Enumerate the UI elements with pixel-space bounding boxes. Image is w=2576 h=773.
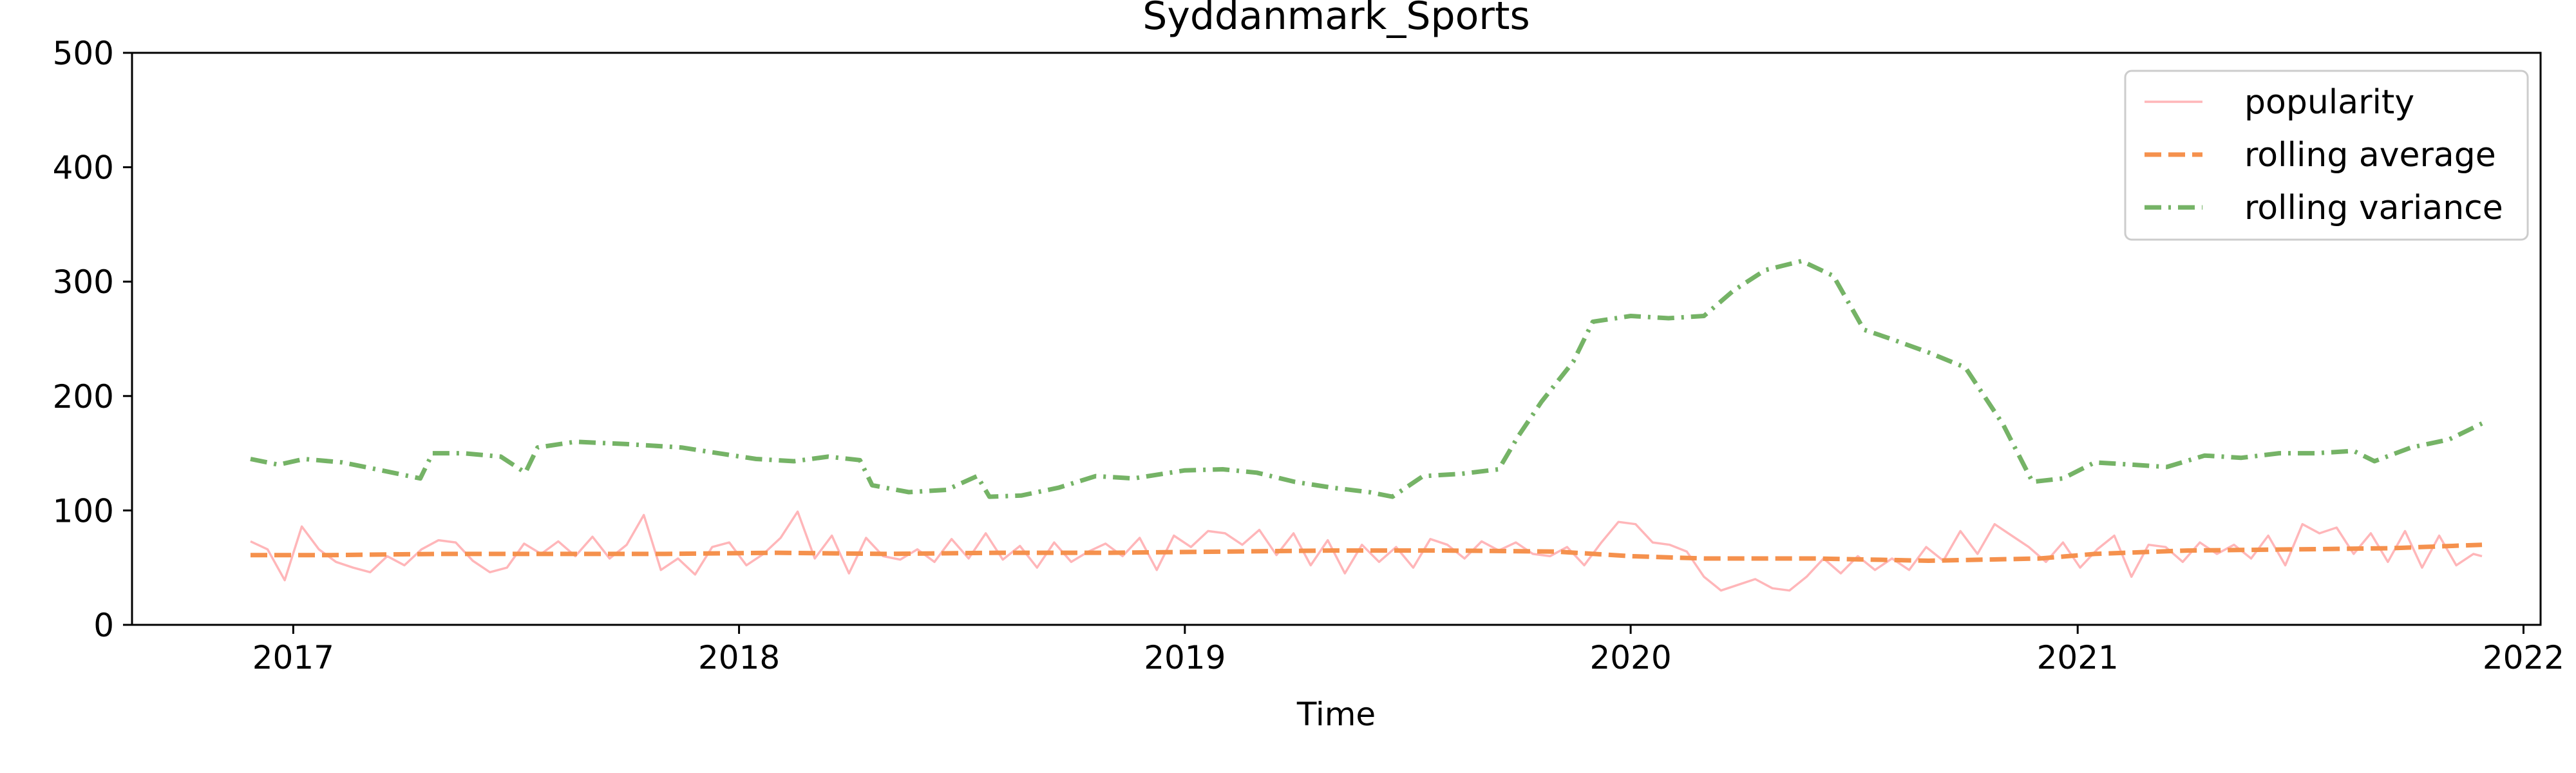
y-tick-label: 500 xyxy=(53,35,114,72)
x-axis: 2017 2018 2019 2020 2021 2022 xyxy=(252,625,2564,676)
y-tick-label: 200 xyxy=(53,378,114,415)
legend-label-rolling-variance: rolling variance xyxy=(2244,189,2503,227)
legend-label-rolling-average: rolling average xyxy=(2244,136,2496,175)
legend-box xyxy=(2124,70,2529,241)
x-tick-label: 2020 xyxy=(1589,639,1671,676)
y-axis: 0 100 200 300 400 500 xyxy=(53,35,132,644)
x-tick-label: 2022 xyxy=(2483,639,2564,676)
x-tick-label: 2018 xyxy=(698,639,780,676)
legend-label-popularity: popularity xyxy=(2244,83,2414,122)
series-layer xyxy=(250,258,2483,592)
x-tick-label: 2019 xyxy=(1144,639,1226,676)
series-line-rolling-average xyxy=(251,542,2483,563)
x-tick-label: 2021 xyxy=(2037,639,2119,676)
x-axis-label: Time xyxy=(1296,696,1376,733)
legend: popularity rolling average rolling varianc… xyxy=(2124,70,2529,241)
y-tick-label: 300 xyxy=(53,263,114,301)
x-tick-label: 2017 xyxy=(252,639,334,676)
chart-title: Syddanmark_Sports xyxy=(1142,0,1530,39)
plot-frame xyxy=(131,52,2542,626)
y-tick-label: 0 xyxy=(93,607,114,644)
y-tick-label: 100 xyxy=(53,492,114,530)
y-tick-label: 400 xyxy=(53,149,114,187)
series-line-rolling-variance xyxy=(250,258,2483,499)
series-line-popularity xyxy=(250,510,2483,592)
